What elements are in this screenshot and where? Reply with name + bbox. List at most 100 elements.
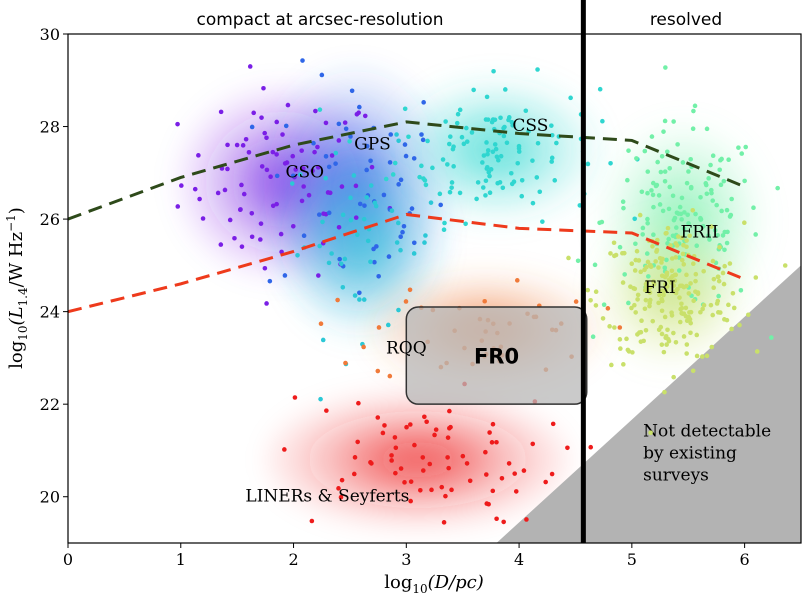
point-5-103	[661, 349, 667, 355]
point-7-6	[486, 501, 491, 507]
point-5-63	[671, 374, 676, 380]
point-2-19	[383, 176, 389, 182]
point-2-42	[483, 193, 488, 198]
point-5-38	[629, 305, 634, 311]
point-4-48	[710, 198, 716, 203]
point-7-51	[382, 423, 387, 428]
point-5-33	[600, 316, 606, 321]
point-2-13	[455, 111, 461, 117]
point-5-72	[669, 310, 674, 315]
point-2-2	[449, 185, 454, 190]
point-5-116	[742, 220, 747, 226]
point-5-209	[722, 263, 727, 269]
point-4-84	[679, 195, 685, 201]
point-1-34	[409, 206, 415, 211]
point-2-1	[500, 185, 506, 191]
point-0-21	[262, 265, 268, 271]
point-0-73	[290, 153, 296, 159]
point-5-191	[648, 263, 654, 269]
point-7-62	[494, 516, 499, 522]
class-label-5: RQQ	[386, 338, 427, 358]
point-7-53	[352, 455, 358, 460]
point-7-48	[494, 439, 499, 445]
point-0-32	[234, 142, 240, 148]
point-3-27	[396, 138, 401, 144]
point-4-143	[688, 156, 693, 162]
fr0-rect	[405, 306, 588, 405]
x-tick-label-6: 6	[740, 550, 750, 569]
point-5-187	[688, 281, 693, 286]
x-tick-label-0: 0	[63, 550, 73, 569]
point-5-85	[672, 278, 678, 283]
point-5-160	[657, 292, 662, 298]
point-0-76	[222, 187, 228, 193]
point-2-99	[445, 162, 450, 167]
point-2-3	[490, 149, 496, 155]
point-2-95	[508, 170, 514, 176]
point-7-15	[398, 466, 404, 471]
point-3-10	[357, 297, 362, 302]
x-tick-label-2: 2	[288, 550, 298, 569]
point-0-68	[369, 164, 375, 170]
point-0-53	[175, 121, 180, 127]
class-label-6: LINERs & Seyferts	[245, 486, 409, 506]
point-0-44	[280, 132, 285, 137]
point-0-50	[249, 234, 255, 240]
point-4-11	[646, 274, 651, 279]
point-4-13	[650, 192, 656, 198]
point-4-87	[714, 202, 719, 208]
point-2-112	[461, 141, 467, 147]
point-5-218	[663, 231, 669, 236]
point-4-9	[769, 335, 774, 340]
point-3-9	[368, 259, 373, 265]
point-3-2	[318, 396, 323, 402]
point-4-123	[739, 151, 745, 156]
point-2-21	[519, 193, 525, 199]
point-2-56	[632, 216, 638, 222]
point-1-50	[374, 244, 379, 249]
point-5-40	[684, 351, 689, 356]
point-4-67	[660, 208, 666, 214]
point-4-66	[633, 241, 638, 247]
point-1-21	[267, 278, 273, 284]
point-0-42	[192, 186, 198, 192]
point-0-36	[179, 183, 184, 188]
point-4-30	[645, 220, 650, 226]
point-3-5	[389, 208, 395, 214]
point-3-26	[422, 240, 427, 245]
point-2-97	[597, 86, 603, 92]
point-5-203	[650, 318, 656, 324]
point-5-100	[729, 326, 734, 332]
point-1-4	[349, 88, 355, 94]
point-2-68	[446, 141, 452, 147]
point-5-88	[717, 310, 723, 315]
point-5-20	[671, 330, 676, 336]
point-0-61	[323, 120, 329, 126]
point-4-142	[694, 243, 700, 248]
point-0-67	[225, 142, 230, 148]
point-5-213	[632, 302, 637, 308]
point-5-217	[659, 288, 665, 294]
point-5-185	[673, 290, 679, 296]
point-2-113	[474, 196, 479, 202]
point-2-52	[485, 164, 490, 170]
point-7-36	[429, 487, 434, 493]
point-0-80	[282, 161, 288, 166]
point-3-3	[298, 172, 303, 177]
point-1-8	[400, 229, 405, 235]
point-5-152	[669, 256, 675, 261]
point-5-107	[642, 287, 648, 293]
point-4-75	[671, 119, 676, 124]
point-2-16	[447, 134, 453, 139]
point-5-18	[633, 310, 638, 315]
point-4-34	[617, 244, 623, 250]
point-7-21	[490, 421, 496, 427]
fr0-box: FR0	[405, 306, 588, 405]
point-2-6	[554, 140, 559, 146]
point-0-66	[232, 235, 237, 241]
point-5-173	[688, 320, 694, 326]
point-5-92	[646, 285, 652, 291]
point-2-8	[501, 133, 507, 139]
point-0-24	[196, 153, 201, 158]
